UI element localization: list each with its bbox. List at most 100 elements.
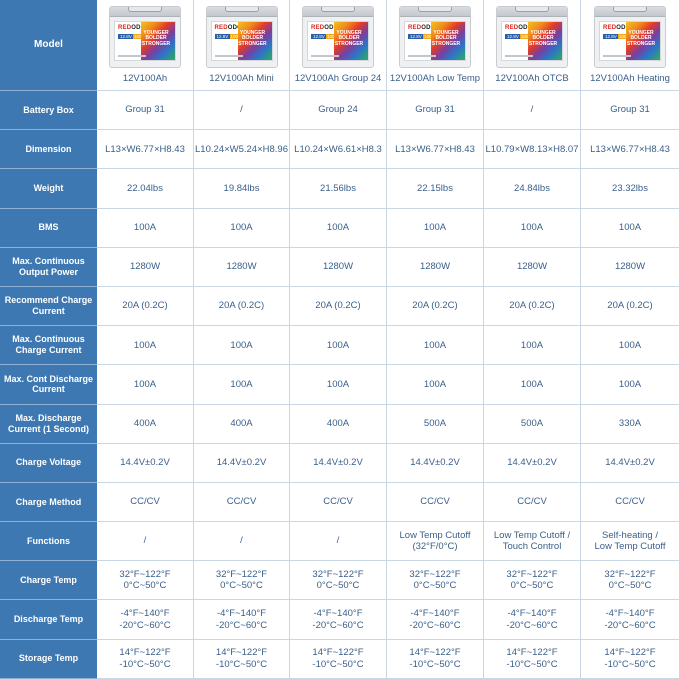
row-label: Charge Temp [0,561,97,601]
table-cell: 100A [97,365,194,405]
table-cell: 100A [97,326,194,366]
table-cell: 100A [484,326,581,366]
brand-logo: REDODO [505,24,533,31]
table-cell: Group 31 [387,91,484,131]
table-cell: 14°F~122°F -10°C~50°C [387,639,484,679]
battery-label: REDODO 12.8V 100AhYOUNGER BOLDER STRONGER [501,20,563,61]
table-cell: 14.4V±0.2V [290,443,387,483]
table-cell: 1280W [290,247,387,287]
table-cell: 32°F~122°F 0°C~50°C [581,561,679,601]
color-stripe [334,21,368,60]
table-cell: CC/CV [581,482,679,523]
table-cell: 100A [484,365,581,405]
battery-handle [613,6,647,12]
table-cell: 32°F~122°F 0°C~50°C [97,561,194,601]
battery-lid [595,6,665,17]
table-cell: 400A [194,404,290,444]
brand-logo: REDODO [214,24,243,31]
battery-label: REDODO 12.8V 100AhYOUNGER BOLDER STRONGER [210,20,273,61]
row-label: Max. Cont Discharge Current [0,365,97,405]
table-cell: 24.84lbs [484,169,581,209]
table-cell: CC/CV [387,482,484,523]
product-name: 12V100Ah OTCB [495,72,569,84]
color-stripe [626,21,660,60]
battery-image: REDODO 12.8V 100AhYOUNGER BOLDER STRONGER [496,5,568,68]
battery-voltage-badge: 12.8V 100Ah [408,33,441,39]
table-cell: Group 31 [581,91,679,131]
row-label: Max. Continuous Charge Current [0,326,97,366]
table-cell: 20A (0.2C) [484,286,581,327]
table-cell: 14.4V±0.2V [387,443,484,483]
table-cell: 20A (0.2C) [194,286,290,327]
table-cell: 32°F~122°F 0°C~50°C [387,561,484,601]
table-cell: CC/CV [97,482,194,523]
battery-image: REDODO 12.8V 100AhYOUNGER BOLDER STRONGER [399,5,471,68]
table-cell: 100A [290,208,387,248]
table-cell: 100A [387,208,484,248]
battery-image: REDODO 12.8V 100AhYOUNGER BOLDER STRONGER [302,5,374,68]
row-label: Charge Method [0,482,97,523]
table-cell: 14°F~122°F -10°C~50°C [194,639,290,679]
table-cell: / [290,522,387,562]
product-column-header: REDODO 12.8V 100AhYOUNGER BOLDER STRONGER… [387,0,484,91]
table-cell: 1280W [387,247,484,287]
product-column-header: REDODO 12.8V 100AhYOUNGER BOLDER STRONGER… [194,0,290,91]
row-label: Max. Continuous Output Power [0,247,97,287]
table-cell: 100A [194,326,290,366]
table-cell: 19.84lbs [194,169,290,209]
table-cell: 500A [387,404,484,444]
table-cell: 100A [194,208,290,248]
table-cell: / [97,522,194,562]
brand-slogan: YOUNGER BOLDER STRONGER [334,29,364,48]
product-column-header: REDODO 12.8V 100AhYOUNGER BOLDER STRONGER… [484,0,581,91]
row-label: Battery Box [0,91,97,131]
table-cell: 20A (0.2C) [97,286,194,327]
table-cell: 14.4V±0.2V [97,443,194,483]
table-cell: L13×W6.77×H8.43 [97,130,194,170]
battery-label: REDODO 12.8V 100AhYOUNGER BOLDER STRONGER [599,20,661,61]
table-cell: Low Temp Cutoff / Touch Control [484,522,581,562]
label-line [214,54,243,57]
table-cell: 20A (0.2C) [387,286,484,327]
table-cell: 100A [484,208,581,248]
table-cell: 20A (0.2C) [290,286,387,327]
table-cell: CC/CV [194,482,290,523]
battery-label: REDODO 12.8V 100AhYOUNGER BOLDER STRONGER [404,20,466,61]
brand-slogan: YOUNGER BOLDER STRONGER [238,29,267,48]
header-model-label: Model [0,0,97,91]
brand-logo: REDODO [603,24,631,31]
label-line [603,54,631,57]
table-cell: 100A [290,326,387,366]
row-label: Max. Discharge Current (1 Second) [0,404,97,444]
table-cell: 14°F~122°F -10°C~50°C [97,639,194,679]
table-cell: 500A [484,404,581,444]
product-column-header: REDODO 12.8V 100AhYOUNGER BOLDER STRONGER… [290,0,387,91]
battery-handle [418,6,452,12]
table-cell: CC/CV [290,482,387,523]
battery-voltage-badge: 12.8V 100Ah [118,33,151,39]
label-line [408,54,436,57]
color-stripe [141,21,175,60]
table-cell: 330A [581,404,679,444]
label-line [505,54,533,57]
row-label: Charge Voltage [0,443,97,483]
row-label: BMS [0,208,97,248]
product-name: 12V100Ah Group 24 [294,72,382,84]
brand-logo: REDODO [118,24,146,31]
table-cell: CC/CV [484,482,581,523]
product-name: 12V100Ah [122,72,168,84]
table-cell: 1280W [484,247,581,287]
battery-voltage-badge: 12.8V 100Ah [214,33,247,39]
color-stripe [431,21,465,60]
table-cell: L10.79×W8.13×H8.07 [484,130,581,170]
product-column-header: REDODO 12.8V 100AhYOUNGER BOLDER STRONGER… [581,0,679,91]
table-cell: -4°F~140°F -20°C~60°C [484,600,581,640]
table-cell: 23.32lbs [581,169,679,209]
table-cell: 400A [290,404,387,444]
battery-handle [515,6,549,12]
battery-image: REDODO 12.8V 100AhYOUNGER BOLDER STRONGER [594,5,666,68]
table-cell: L10.24×W5.24×H8.96 [194,130,290,170]
label-line [311,54,339,57]
row-label: Functions [0,522,97,562]
